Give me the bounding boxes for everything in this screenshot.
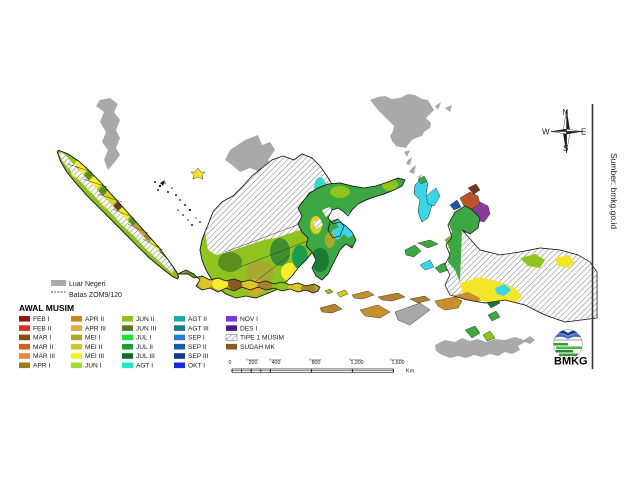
svg-text:Luar Negeri: Luar Negeri — [69, 281, 106, 288]
svg-text:APR I: APR I — [33, 363, 50, 370]
svg-text:1,200: 1,200 — [351, 360, 364, 366]
svg-text:SUDAH MK: SUDAH MK — [240, 344, 275, 351]
svg-text:0: 0 — [229, 360, 232, 366]
svg-text:1,600: 1,600 — [392, 360, 405, 366]
svg-text:SEP I: SEP I — [188, 335, 205, 342]
svg-text:JUL II: JUL II — [136, 344, 153, 351]
svg-text:NOV I: NOV I — [240, 316, 258, 323]
svg-text:JUN I: JUN I — [85, 363, 102, 370]
svg-text:APR III: APR III — [85, 325, 106, 332]
svg-text:W: W — [542, 128, 550, 137]
svg-text:Sumber: bmkg.go.id: Sumber: bmkg.go.id — [609, 153, 619, 229]
svg-text:MAR II: MAR II — [33, 344, 53, 351]
svg-text:Batas ZOM9/120: Batas ZOM9/120 — [69, 292, 122, 299]
svg-text:BMKG: BMKG — [554, 356, 588, 368]
svg-text:FEB II: FEB II — [33, 325, 51, 332]
svg-text:SEP II: SEP II — [188, 344, 207, 351]
svg-text:E: E — [581, 128, 586, 137]
svg-text:S: S — [563, 144, 568, 153]
svg-text:MEI II: MEI II — [85, 344, 102, 351]
svg-text:800: 800 — [312, 360, 321, 366]
svg-text:MAR I: MAR I — [33, 335, 51, 342]
svg-text:SEP III: SEP III — [188, 353, 209, 360]
svg-text:200: 200 — [249, 360, 258, 366]
svg-text:MAR III: MAR III — [33, 353, 55, 360]
svg-text:JUL I: JUL I — [136, 335, 151, 342]
svg-text:JUN II: JUN II — [136, 316, 154, 323]
svg-text:OKT I: OKT I — [188, 363, 205, 370]
svg-text:JUL III: JUL III — [136, 353, 155, 360]
svg-text:N: N — [563, 108, 569, 117]
svg-text:AGT III: AGT III — [188, 325, 209, 332]
svg-text:AGT I: AGT I — [136, 363, 153, 370]
svg-text:MEI I: MEI I — [85, 335, 101, 342]
svg-text:AGT II: AGT II — [188, 316, 207, 323]
svg-text:MEI III: MEI III — [85, 353, 104, 360]
svg-text:400: 400 — [272, 360, 281, 366]
svg-text:APR II: APR II — [85, 316, 104, 323]
svg-text:TIPE 1 MUSIM: TIPE 1 MUSIM — [240, 335, 284, 342]
svg-text:JUN III: JUN III — [136, 325, 156, 332]
svg-text:Km: Km — [406, 369, 415, 375]
svg-text:DES I: DES I — [240, 325, 257, 332]
svg-text:AWAL MUSIM: AWAL MUSIM — [19, 303, 74, 313]
svg-text:FEB I: FEB I — [33, 316, 50, 323]
